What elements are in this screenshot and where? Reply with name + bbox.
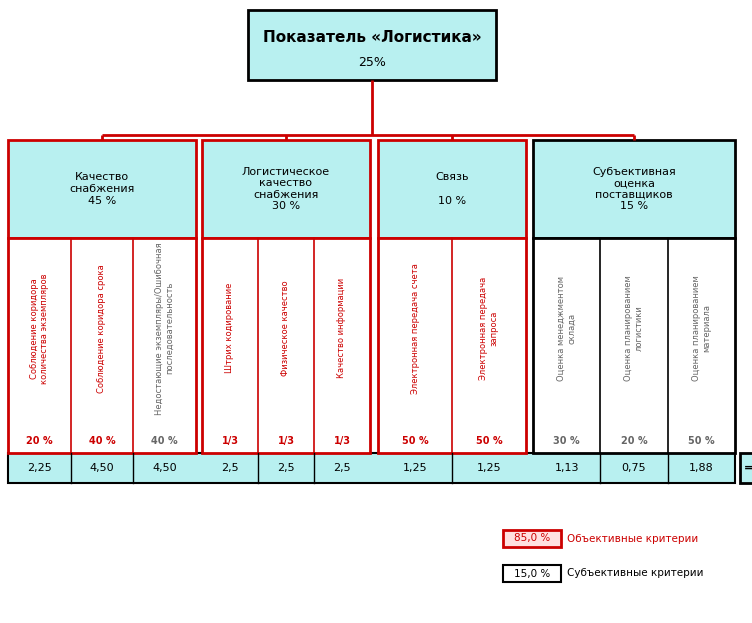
Text: = 25 %: = 25 % — [744, 463, 752, 473]
Text: 1,25: 1,25 — [402, 463, 427, 473]
Text: Связь

10 %: Связь 10 % — [435, 173, 468, 206]
Text: Субъективная
оценка
поставщиков
15 %: Субъективная оценка поставщиков 15 % — [592, 166, 676, 211]
Text: 20 %: 20 % — [26, 436, 53, 446]
Text: 40 %: 40 % — [89, 436, 115, 446]
Text: 40 %: 40 % — [151, 436, 178, 446]
Text: 50 %: 50 % — [402, 436, 429, 446]
Text: 25%: 25% — [358, 55, 386, 69]
Text: Физическое качество: Физическое качество — [281, 280, 290, 376]
Text: Соблюдение коридора срока: Соблюдение коридора срока — [98, 264, 107, 392]
Text: 1/3: 1/3 — [277, 436, 295, 446]
Bar — [8, 238, 196, 453]
Text: 1,13: 1,13 — [554, 463, 579, 473]
Text: Объективные критерии: Объективные критерии — [567, 533, 699, 543]
Text: Соблюдение коридора
количества экземпляров: Соблюдение коридора количества экземпляр… — [29, 273, 49, 384]
Text: 2,5: 2,5 — [221, 463, 239, 473]
Text: Показатель «Логистика»: Показатель «Логистика» — [262, 31, 481, 45]
Text: 50 %: 50 % — [688, 436, 714, 446]
Text: 1/3: 1/3 — [222, 436, 238, 446]
Bar — [378, 140, 526, 238]
Text: 30 %: 30 % — [553, 436, 580, 446]
Text: Электронная передача счета: Электронная передача счета — [411, 263, 420, 394]
Text: 0,75: 0,75 — [622, 463, 646, 473]
Text: Штрих кодирование: Штрих кодирование — [226, 283, 235, 373]
Text: Электронная передача
запроса: Электронная передача запроса — [479, 277, 499, 380]
Bar — [533, 238, 735, 453]
Text: 4,50: 4,50 — [153, 463, 177, 473]
Text: Субъективные критерии: Субъективные критерии — [567, 569, 704, 579]
Bar — [533, 140, 735, 238]
Bar — [202, 238, 370, 453]
Text: Качество информации: Качество информации — [338, 278, 347, 378]
Text: 4,50: 4,50 — [89, 463, 114, 473]
Bar — [740, 453, 752, 483]
Text: 1,25: 1,25 — [477, 463, 502, 473]
Text: Логистическое
качество
снабжения
30 %: Логистическое качество снабжения 30 % — [242, 166, 330, 211]
Text: Качество
снабжения
45 %: Качество снабжения 45 % — [69, 173, 135, 206]
Bar — [248, 10, 496, 80]
Text: 2,5: 2,5 — [333, 463, 351, 473]
Text: 15,0 %: 15,0 % — [514, 569, 550, 579]
Bar — [8, 453, 735, 483]
Bar — [8, 140, 196, 238]
Bar — [202, 140, 370, 238]
Bar — [503, 565, 561, 582]
Text: 1/3: 1/3 — [333, 436, 350, 446]
Text: 1,88: 1,88 — [689, 463, 714, 473]
Text: 85,0 %: 85,0 % — [514, 533, 550, 543]
Bar — [503, 530, 561, 547]
Bar — [378, 238, 526, 453]
Text: 20 %: 20 % — [620, 436, 647, 446]
Text: Недостающие экземпляры/Ошибочная
последовательность: Недостающие экземпляры/Ошибочная последо… — [155, 242, 174, 415]
Text: 50 %: 50 % — [476, 436, 502, 446]
Text: 2,25: 2,25 — [27, 463, 52, 473]
Text: 2,5: 2,5 — [277, 463, 295, 473]
Text: Оценка менеджментом
склада: Оценка менеджментом склада — [557, 276, 576, 381]
Text: Оценка планированием
материала: Оценка планированием материала — [692, 275, 711, 381]
Text: Оценка планированием
логистики: Оценка планированием логистики — [624, 275, 644, 381]
